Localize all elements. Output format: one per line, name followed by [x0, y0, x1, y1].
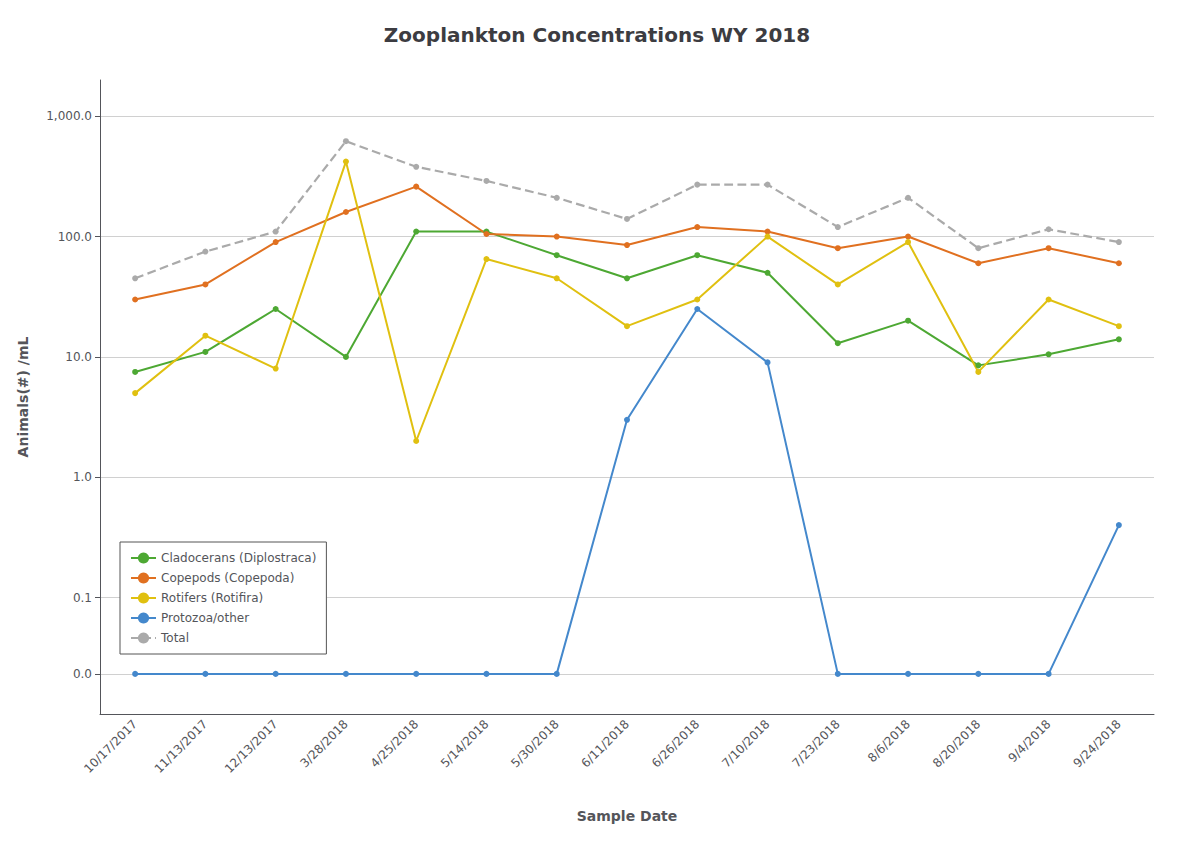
svg-text:9/24/2018: 9/24/2018: [1070, 717, 1123, 770]
svg-text:Cladocerans (Diplostraca): Cladocerans (Diplostraca): [161, 551, 316, 565]
svg-text:1,000.0: 1,000.0: [46, 109, 92, 123]
svg-text:5/14/2018: 5/14/2018: [438, 717, 491, 770]
svg-text:100.0: 100.0: [58, 230, 92, 244]
svg-text:7/10/2018: 7/10/2018: [719, 717, 772, 770]
svg-text:8/6/2018: 8/6/2018: [865, 717, 913, 765]
svg-text:11/13/2017: 11/13/2017: [152, 717, 211, 776]
svg-text:Total: Total: [160, 631, 189, 645]
svg-text:Sample Date: Sample Date: [577, 808, 678, 824]
svg-text:Protozoa/other: Protozoa/other: [161, 611, 249, 625]
svg-text:12/13/2017: 12/13/2017: [222, 717, 281, 776]
svg-text:3/28/2018: 3/28/2018: [298, 717, 351, 770]
svg-text:Copepods (Copepoda): Copepods (Copepoda): [161, 571, 294, 585]
svg-text:0.1: 0.1: [73, 591, 92, 605]
svg-text:6/11/2018: 6/11/2018: [579, 717, 632, 770]
svg-text:10.0: 10.0: [65, 350, 92, 364]
svg-text:6/26/2018: 6/26/2018: [649, 717, 702, 770]
svg-text:9/4/2018: 9/4/2018: [1006, 717, 1054, 765]
svg-text:10/17/2017: 10/17/2017: [81, 717, 140, 776]
svg-text:4/25/2018: 4/25/2018: [368, 717, 421, 770]
svg-text:5/30/2018: 5/30/2018: [508, 717, 561, 770]
svg-text:8/20/2018: 8/20/2018: [930, 717, 983, 770]
svg-text:Animals(#) /mL: Animals(#) /mL: [15, 337, 31, 458]
svg-text:Rotifers (Rotifira): Rotifers (Rotifira): [161, 591, 263, 605]
svg-text:0.0: 0.0: [73, 667, 92, 681]
svg-text:7/23/2018: 7/23/2018: [789, 717, 842, 770]
svg-text:Zooplankton Concentrations WY: Zooplankton Concentrations WY 2018: [384, 23, 810, 47]
svg-text:1.0: 1.0: [73, 470, 92, 484]
